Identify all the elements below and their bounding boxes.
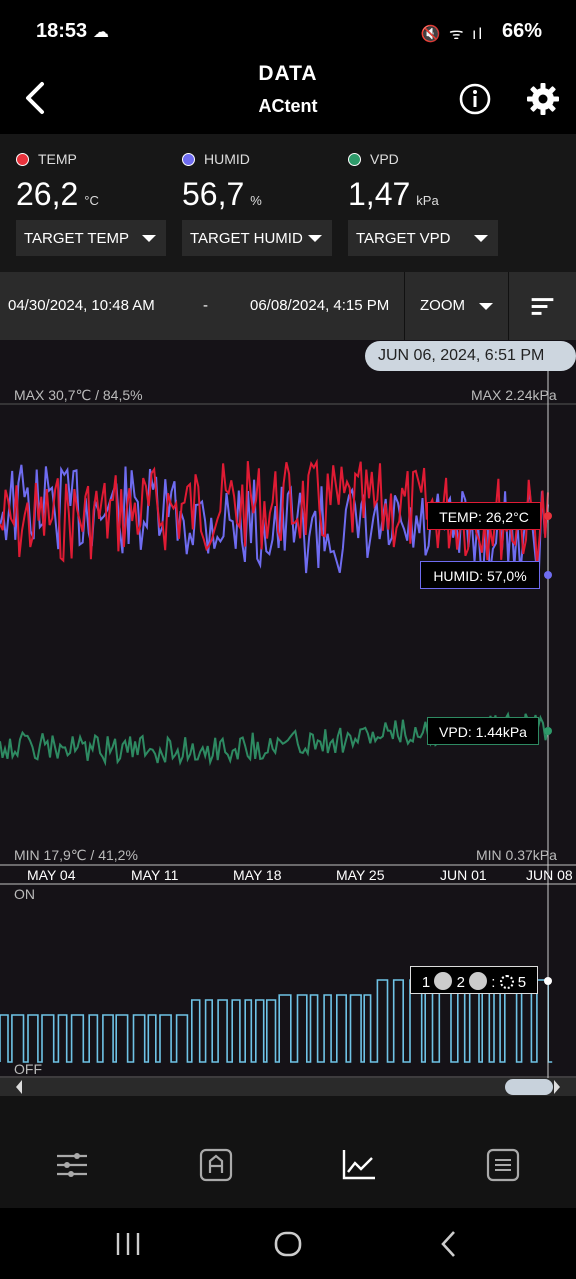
x-tick-label: JUN 01 <box>440 867 487 883</box>
home-icon[interactable] <box>272 1228 304 1260</box>
system-back-icon[interactable] <box>434 1228 466 1260</box>
chevron-down-icon <box>142 235 156 242</box>
recent-apps-icon[interactable] <box>112 1228 144 1260</box>
start-date[interactable]: 04/30/2024, 10:48 AM <box>8 297 155 314</box>
battery-level: 66% <box>501 20 542 42</box>
off-label: OFF <box>14 1061 42 1077</box>
end-date[interactable]: 06/08/2024, 4:15 PM <box>250 297 390 314</box>
device-name: ACtent <box>258 96 318 116</box>
scroll-left-icon <box>16 1080 22 1094</box>
system-nav-bar <box>0 1208 576 1279</box>
timeline-scrollbar <box>0 1078 576 1096</box>
chart-icon[interactable] <box>342 1148 376 1182</box>
list-icon[interactable] <box>486 1148 520 1182</box>
info-icon[interactable] <box>458 82 492 116</box>
chevron-down-icon <box>308 235 322 242</box>
chevron-down-icon <box>474 235 488 242</box>
bottom-nav <box>0 1096 576 1208</box>
vpd-label: VPD <box>370 151 399 167</box>
app-header: DATA ACtent <box>0 62 576 134</box>
vpd-cursor-point <box>544 727 552 735</box>
readings-panel: TEMP 26,2 °C TARGET TEMP HUMID 56,7% TARG… <box>0 134 576 272</box>
humid-value: 56,7% <box>182 176 262 212</box>
back-arrow-icon[interactable] <box>20 78 52 118</box>
zoom-dropdown[interactable]: ZOOM <box>404 272 508 340</box>
sort-icon[interactable] <box>508 272 576 340</box>
target-vpd-dropdown[interactable]: TARGET VPD <box>348 220 498 256</box>
x-tick-label: MAY 04 <box>27 867 76 883</box>
cursor-date-tooltip: JUN 06, 2024, 6:51 PM <box>365 341 576 371</box>
dotted-circle-icon <box>499 975 514 989</box>
temp-label: TEMP <box>38 151 77 167</box>
page-title: DATA <box>258 62 318 85</box>
light-icon <box>434 972 453 990</box>
device-cursor-point <box>544 977 552 985</box>
x-tick-label: MAY 18 <box>233 867 282 883</box>
auto-mode-icon[interactable] <box>199 1148 233 1182</box>
min-right-label: MIN 0.37kPa <box>476 847 557 863</box>
humid-value-tag: HUMID: 57,0% <box>420 561 540 589</box>
max-left-label: MAX 30,7℃ / 84,5% <box>14 387 143 403</box>
max-right-label: MAX 2.24kPa <box>471 387 557 403</box>
date-range-bar: 04/30/2024, 10:48 AM - 06/08/2024, 4:15 … <box>0 272 576 340</box>
scroll-right-icon <box>554 1080 560 1094</box>
clock: 18:53 <box>36 20 88 42</box>
status-bar: 18:53 ☁ 🔇 ᯤ ıl 66% <box>0 0 576 62</box>
target-humid-dropdown[interactable]: TARGET HUMID <box>182 220 332 256</box>
device-status-tag: 1 2 : 5 <box>410 966 538 994</box>
target-temp-dropdown[interactable]: TARGET TEMP <box>16 220 166 256</box>
temp-value: 26,2 °C <box>16 176 99 212</box>
sliders-icon[interactable] <box>55 1148 89 1182</box>
temp-cursor-point <box>544 512 552 520</box>
temp-value-tag: TEMP: 26,2°C <box>427 502 541 530</box>
vpd-value-tag: VPD: 1.44kPa <box>427 717 539 745</box>
humid-label: HUMID <box>204 151 250 167</box>
vpd-value: 1,47 kPa <box>348 176 439 212</box>
status-icons: 🔇 ᯤ ıl <box>420 26 484 43</box>
range-separator: - <box>203 297 208 314</box>
gear-icon[interactable] <box>526 82 560 116</box>
min-left-label: MIN 17,9℃ / 41,2% <box>14 847 138 863</box>
chevron-down-icon <box>479 303 493 310</box>
on-label: ON <box>14 886 35 902</box>
scroll-thumb <box>505 1079 553 1095</box>
vpd-dot-icon <box>348 153 361 166</box>
humid-dot-icon <box>182 153 195 166</box>
x-tick-label: JUN 08 <box>526 867 573 883</box>
fan-icon <box>469 972 488 990</box>
x-tick-label: MAY 25 <box>336 867 385 883</box>
x-tick-label: MAY 11 <box>131 867 179 883</box>
temp-series-line <box>0 458 549 566</box>
weather-icon: ☁ <box>93 24 109 41</box>
temp-dot-icon <box>16 153 29 166</box>
chart-canvas[interactable] <box>0 0 576 1096</box>
humid-cursor-point <box>544 571 552 579</box>
